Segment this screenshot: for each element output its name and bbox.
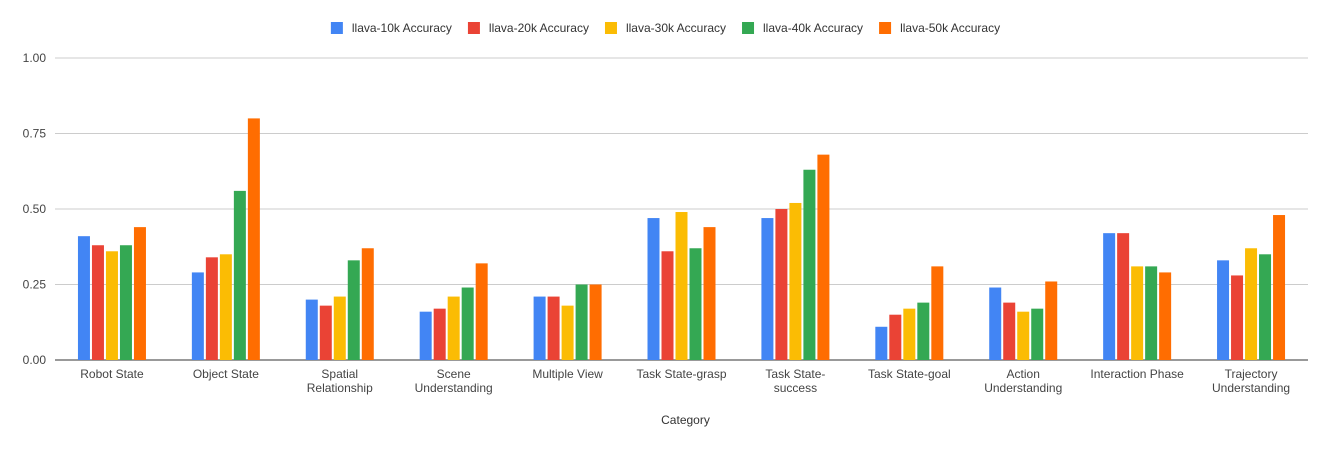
bar-llava-20k-accuracy: [775, 209, 788, 360]
bar-llava-40k-accuracy: [917, 302, 930, 360]
x-tick-label: Scene: [437, 367, 471, 381]
bar-llava-30k-accuracy: [105, 251, 118, 360]
bar-llava-20k-accuracy: [661, 251, 674, 360]
legend: llava-10k Accuracy llava-20k Accuracy llav…: [330, 21, 1000, 35]
legend-swatch: [742, 22, 755, 34]
bar-llava-40k-accuracy: [575, 284, 588, 360]
bar-llava-10k-accuracy: [305, 299, 318, 360]
x-tick-label: Task State-: [765, 367, 825, 381]
bar-llava-50k-accuracy: [1045, 281, 1058, 360]
bar-llava-10k-accuracy: [761, 218, 774, 360]
x-tick-label: Multiple View: [532, 367, 603, 381]
legend-swatch: [879, 22, 892, 34]
bar-llava-40k-accuracy: [347, 260, 360, 360]
bar-llava-30k-accuracy: [675, 212, 688, 360]
bar-llava-20k-accuracy: [433, 308, 446, 360]
x-tick-label: Robot State: [80, 367, 144, 381]
bar-llava-20k-accuracy: [205, 257, 218, 360]
x-tick-label: Action: [1007, 367, 1040, 381]
bar-llava-30k-accuracy: [789, 202, 802, 360]
bar-llava-20k-accuracy: [1117, 233, 1130, 360]
x-tick-label: Trajectory: [1225, 367, 1278, 381]
x-tick-label: Task State-goal: [868, 367, 951, 381]
bar-llava-40k-accuracy: [233, 190, 246, 360]
y-tick-label: 0.25: [23, 278, 47, 292]
bar-llava-10k-accuracy: [419, 311, 432, 360]
bar-llava-40k-accuracy: [461, 287, 474, 360]
bar-llava-20k-accuracy: [1231, 275, 1244, 360]
legend-swatch: [330, 22, 343, 34]
bar-llava-50k-accuracy: [703, 227, 716, 360]
bar-llava-20k-accuracy: [889, 314, 902, 360]
bar-llava-10k-accuracy: [77, 236, 90, 360]
bar-llava-10k-accuracy: [989, 287, 1002, 360]
bar-llava-30k-accuracy: [447, 296, 460, 360]
legend-label: llava-10k Accuracy: [352, 21, 452, 35]
bar-llava-30k-accuracy: [1017, 311, 1030, 360]
legend-label: llava-50k Accuracy: [900, 21, 1000, 35]
bar-llava-10k-accuracy: [191, 272, 204, 360]
bar-llava-40k-accuracy: [803, 169, 816, 360]
x-axis-labels: Robot State Object State SpatialRelationsh…: [80, 367, 1290, 395]
bar-llava-30k-accuracy: [1131, 266, 1144, 360]
x-tick-label: success: [774, 381, 817, 395]
bar-llava-40k-accuracy: [1031, 308, 1044, 360]
bar-llava-30k-accuracy: [219, 254, 232, 360]
legend-swatch: [604, 22, 617, 34]
x-tick-label: Interaction Phase: [1090, 367, 1184, 381]
bar-llava-50k-accuracy: [247, 118, 260, 361]
bar-llava-50k-accuracy: [361, 248, 374, 360]
bar-llava-40k-accuracy: [689, 248, 702, 360]
bar-llava-30k-accuracy: [1245, 248, 1258, 360]
bar-llava-10k-accuracy: [533, 296, 546, 360]
bar-llava-50k-accuracy: [1159, 272, 1172, 360]
y-tick-label: 0.50: [23, 202, 47, 216]
bar-llava-20k-accuracy: [319, 305, 332, 360]
x-tick-label: Spatial: [321, 367, 358, 381]
legend-label: llava-30k Accuracy: [626, 21, 726, 35]
x-tick-label: Understanding: [1212, 381, 1290, 395]
x-tick-label: Relationship: [307, 381, 373, 395]
bar-llava-10k-accuracy: [1103, 233, 1116, 360]
bar-llava-50k-accuracy: [817, 154, 830, 360]
bar-llava-20k-accuracy: [547, 296, 560, 360]
bar-llava-20k-accuracy: [1003, 302, 1016, 360]
y-tick-label: 0.75: [23, 127, 47, 141]
bar-llava-40k-accuracy: [1259, 254, 1272, 360]
bar-llava-50k-accuracy: [589, 284, 602, 360]
bar-llava-10k-accuracy: [647, 218, 660, 360]
bar-llava-50k-accuracy: [133, 227, 146, 360]
bar-llava-10k-accuracy: [875, 326, 888, 360]
legend-label: llava-40k Accuracy: [763, 21, 863, 35]
x-tick-label: Understanding: [415, 381, 493, 395]
bar-llava-20k-accuracy: [91, 245, 104, 360]
x-tick-label: Understanding: [984, 381, 1062, 395]
x-axis-title: Category: [661, 413, 710, 427]
legend-label: llava-20k Accuracy: [489, 21, 589, 35]
legend-swatch: [467, 22, 480, 34]
y-axis-ticks: 0.00 0.25 0.50 0.75 1.00: [23, 51, 47, 367]
gridlines: [55, 57, 1308, 361]
bar-llava-40k-accuracy: [119, 245, 132, 360]
bar-llava-40k-accuracy: [1145, 266, 1158, 360]
y-tick-label: 1.00: [23, 51, 47, 65]
bar-llava-30k-accuracy: [561, 305, 574, 360]
bar-llava-50k-accuracy: [475, 263, 488, 360]
bars: [77, 118, 1286, 361]
bar-llava-30k-accuracy: [333, 296, 346, 360]
bar-llava-10k-accuracy: [1217, 260, 1230, 360]
x-tick-label: Task State-grasp: [636, 367, 726, 381]
bar-llava-50k-accuracy: [1273, 215, 1286, 360]
y-tick-label: 0.00: [23, 353, 47, 367]
bar-llava-30k-accuracy: [903, 308, 916, 360]
x-tick-label: Object State: [193, 367, 259, 381]
bar-llava-50k-accuracy: [931, 266, 944, 360]
